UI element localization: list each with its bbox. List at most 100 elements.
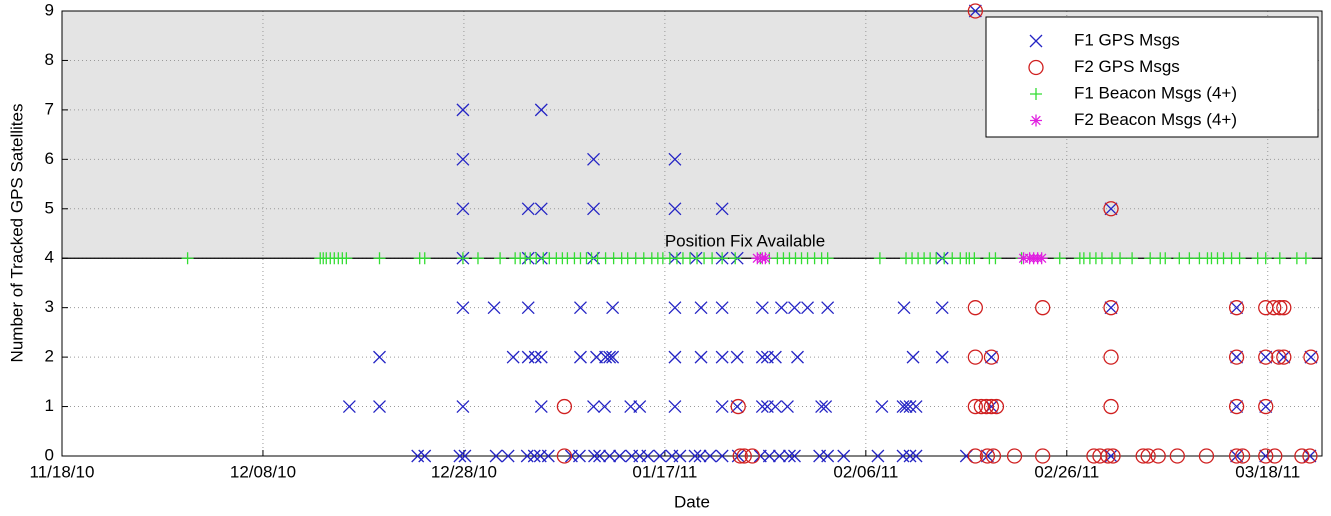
point: [1126, 252, 1139, 265]
point: [772, 449, 786, 463]
point: [983, 398, 1000, 415]
point: [1103, 201, 1119, 217]
point: [456, 301, 470, 315]
point: [1169, 448, 1185, 464]
point: [1228, 398, 1245, 415]
point: [732, 448, 748, 464]
point: [1035, 252, 1048, 265]
point: [736, 448, 752, 464]
point: [534, 350, 548, 364]
point: [456, 400, 470, 414]
point: [1304, 350, 1318, 364]
point: [1092, 448, 1108, 464]
y-tick-label: 6: [45, 149, 54, 168]
x-tick-label: 11/18/10: [30, 462, 95, 481]
y-tick-label: 3: [45, 297, 54, 316]
point: [521, 301, 535, 315]
point: [759, 252, 772, 265]
point: [896, 400, 910, 414]
x-tick-label: 01/17/11: [632, 462, 697, 481]
point: [1173, 252, 1186, 265]
point: [694, 350, 708, 364]
point: [1103, 349, 1119, 365]
point: [753, 449, 767, 463]
point: [456, 252, 469, 265]
point: [471, 252, 484, 265]
point: [744, 448, 760, 464]
point: [871, 449, 885, 463]
point: [606, 301, 620, 315]
point: [730, 398, 746, 415]
point: [613, 449, 627, 463]
point: [588, 449, 601, 463]
point: [896, 449, 910, 463]
point: [1144, 252, 1157, 265]
point: [1272, 300, 1288, 316]
point: [801, 301, 815, 315]
point: [1230, 400, 1244, 414]
point: [694, 301, 708, 315]
point: [506, 350, 520, 364]
point: [1150, 448, 1166, 464]
point: [1159, 252, 1172, 265]
point: [1271, 349, 1287, 365]
point: [968, 252, 981, 265]
y-tick-label: 9: [45, 0, 54, 19]
point: [1303, 449, 1317, 463]
point: [755, 400, 769, 414]
point: [935, 301, 949, 315]
y-tick-label: 4: [45, 248, 54, 267]
point: [668, 400, 682, 414]
point: [181, 252, 194, 265]
plot-frame: [61, 10, 1323, 457]
point: [978, 398, 995, 415]
point: [1277, 350, 1291, 364]
x-tick-label: 02/06/11: [833, 462, 898, 481]
legend-marker: [1029, 34, 1043, 48]
point: [534, 400, 548, 414]
point: [456, 103, 470, 117]
point: [875, 400, 889, 414]
point: [527, 449, 541, 463]
point: [373, 350, 386, 364]
point: [774, 301, 788, 315]
point: [716, 252, 729, 265]
point: [703, 449, 717, 463]
legend-box: [985, 16, 1319, 138]
point: [1266, 300, 1282, 316]
point: [1053, 252, 1066, 265]
point: [903, 400, 917, 414]
point: [373, 400, 386, 414]
point: [780, 400, 794, 414]
point: [1233, 252, 1246, 265]
point: [534, 202, 548, 216]
legend-label: F2 GPS Msgs: [1074, 57, 1180, 76]
point: [453, 449, 467, 463]
point: [985, 448, 1002, 464]
point: [730, 350, 744, 364]
x-tick-label: 12/08/10: [230, 462, 296, 481]
point: [340, 252, 353, 265]
point: [587, 400, 600, 414]
point: [968, 4, 982, 18]
point: [668, 350, 682, 364]
point: [456, 152, 470, 166]
point: [1294, 448, 1310, 464]
point: [501, 449, 515, 463]
point: [715, 202, 729, 216]
point: [1303, 349, 1319, 365]
point: [418, 252, 431, 265]
point: [673, 449, 687, 463]
point: [541, 449, 555, 463]
point: [897, 301, 911, 315]
point: [967, 300, 983, 316]
point: [755, 301, 769, 315]
point: [458, 449, 472, 463]
point: [873, 252, 886, 265]
point: [1230, 350, 1244, 364]
legend-marker: [1028, 59, 1044, 76]
point: [599, 350, 613, 364]
point: [556, 448, 573, 464]
point: [603, 449, 617, 463]
point: [1258, 398, 1274, 415]
